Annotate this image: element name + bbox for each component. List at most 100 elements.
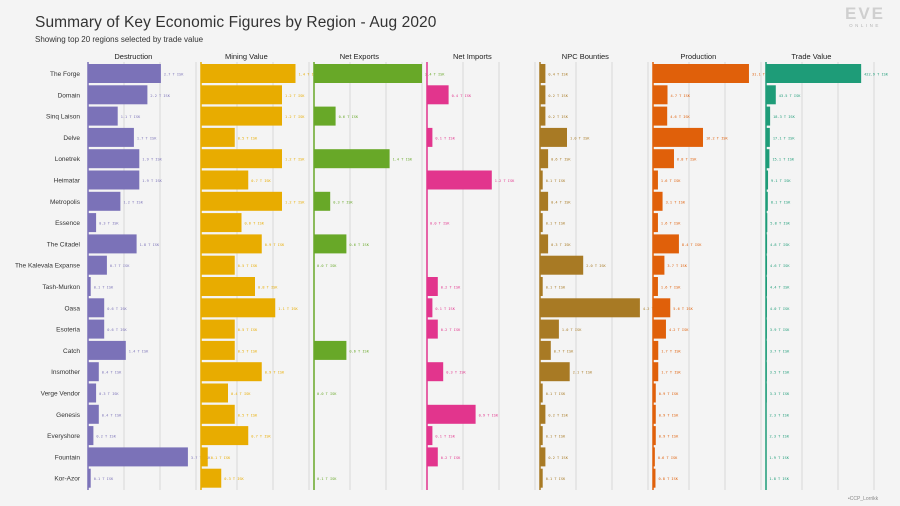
data-label: 0.1 T ISK xyxy=(546,435,566,439)
panel-title: Destruction xyxy=(114,52,152,61)
category-label: Catch xyxy=(63,348,80,355)
data-label: 3.5 T ISK xyxy=(770,371,790,375)
bar xyxy=(314,340,347,360)
data-label: 0.6 T ISK xyxy=(339,115,359,119)
data-label: 0.4 T ISK xyxy=(231,392,251,396)
data-label: 1.1 T ISK xyxy=(121,115,141,119)
bar xyxy=(766,340,767,360)
bar xyxy=(88,85,148,105)
bar xyxy=(88,383,97,403)
data-label: 1.6 T ISK xyxy=(661,286,681,290)
bar xyxy=(653,213,658,233)
chart-title: Summary of Key Economic Figures by Regio… xyxy=(35,14,437,31)
bar xyxy=(88,64,161,83)
data-label: 4.6 T ISK xyxy=(670,115,690,119)
data-label: 1.9 T ISK xyxy=(769,456,789,460)
bar xyxy=(427,277,438,296)
bar xyxy=(201,255,235,275)
data-label: 16.2 T ISK xyxy=(706,136,728,140)
data-label: 0.4 T ISK xyxy=(551,200,571,204)
bar xyxy=(201,85,282,105)
bar xyxy=(766,85,776,105)
bar xyxy=(88,468,91,488)
data-label: 43.5 T ISK xyxy=(779,94,801,98)
data-label: 0.2 T ISK xyxy=(441,328,461,332)
eve-online-logo: EVE ONLINE xyxy=(838,4,892,30)
bar xyxy=(540,383,543,403)
data-label: 0.1 T ISK xyxy=(317,477,337,481)
data-label: 1.2 T ISK xyxy=(285,94,305,98)
bar xyxy=(653,191,663,211)
data-label: 0.3 T ISK xyxy=(224,477,244,481)
bar xyxy=(88,213,97,233)
bar xyxy=(314,191,331,211)
data-label: 0.3 T ISK xyxy=(446,371,466,375)
data-label: 1.4 T ISK xyxy=(299,73,319,77)
bar xyxy=(653,383,656,403)
data-label: 0.5 T ISK xyxy=(238,136,258,140)
data-label: 0.2 T ISK xyxy=(96,435,116,439)
bar xyxy=(653,319,666,339)
bar xyxy=(766,191,768,211)
bar xyxy=(540,340,551,360)
data-label: 1.7 T ISK xyxy=(661,371,681,375)
data-label: 0.6 T ISK xyxy=(107,328,127,332)
data-label: 18.3 T ISK xyxy=(773,115,795,119)
bar xyxy=(653,106,668,126)
bar xyxy=(766,64,862,83)
category-label: Fountain xyxy=(55,454,81,461)
data-label: 1.2 T ISK xyxy=(285,158,305,162)
bar xyxy=(201,319,235,339)
data-label: 1.9 T ISK xyxy=(142,158,162,162)
data-label: 0.5 T ISK xyxy=(238,264,258,268)
bar xyxy=(88,149,140,169)
data-label: 0.2 T ISK xyxy=(548,413,568,417)
data-label: 0.3 T ISK xyxy=(333,200,353,204)
bar xyxy=(201,64,296,83)
bar xyxy=(88,127,134,147)
bar xyxy=(427,404,476,424)
panel-title: Trade Value xyxy=(791,52,831,61)
data-label: 3.3 T ISK xyxy=(770,392,790,396)
bar xyxy=(88,234,137,254)
data-label: 0.6 T ISK xyxy=(551,158,571,162)
data-label: 0.1 T ISK xyxy=(546,286,566,290)
data-label: 0.2 T ISK xyxy=(441,456,461,460)
bar xyxy=(540,127,567,147)
bar xyxy=(201,170,249,190)
bar xyxy=(201,234,262,254)
chart-subtitle: Showing top 20 regions selected by trade… xyxy=(35,35,204,44)
panel-title: Net Imports xyxy=(453,52,492,61)
data-label: 9.1 T ISK xyxy=(771,179,791,183)
category-label: The Kalevala Expanse xyxy=(15,263,80,270)
data-label: 2.3 T ISK xyxy=(770,435,790,439)
data-label: 4.7 T ISK xyxy=(671,94,691,98)
bar xyxy=(540,255,584,275)
bar xyxy=(766,213,768,233)
author-credit: •CCP_Lorrikk xyxy=(848,496,879,502)
bar xyxy=(201,127,235,147)
bar xyxy=(314,149,390,169)
data-label: 0.6 T ISK xyxy=(245,222,265,226)
data-label: 0.2 T ISK xyxy=(441,286,461,290)
data-label: 0.6 T ISK xyxy=(349,349,369,353)
category-label: Lonetrek xyxy=(55,156,81,163)
data-label: 0.3 T ISK xyxy=(99,392,119,396)
data-label: 2.1 T ISK xyxy=(573,371,593,375)
data-label: 3.7 T ISK xyxy=(667,264,687,268)
data-label: 0.0 T ISK xyxy=(430,222,450,226)
bar xyxy=(653,468,656,488)
panel-title: NPC Bounties xyxy=(562,52,609,61)
category-label: Essence xyxy=(55,220,80,227)
bar xyxy=(653,298,671,318)
data-label: 2.4 T ISK xyxy=(425,73,445,77)
data-label: 4.8 T ISK xyxy=(770,243,790,247)
data-label: 1.4 T ISK xyxy=(129,349,149,353)
bar xyxy=(88,298,105,318)
bar xyxy=(201,277,255,296)
data-label: 0.0 T ISK xyxy=(317,264,337,268)
bar xyxy=(427,447,438,467)
category-label: The Forge xyxy=(50,71,80,78)
data-label: 4.0 T ISK xyxy=(770,307,790,311)
